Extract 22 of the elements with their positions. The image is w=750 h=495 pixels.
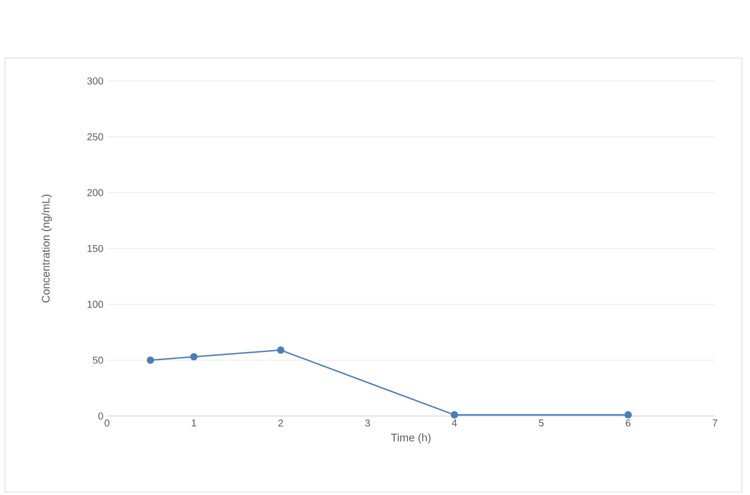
point — [450, 411, 458, 419]
x-tick-label: 2 — [278, 420, 283, 426]
point — [190, 353, 198, 360]
point — [277, 346, 284, 354]
x-tick-label: 0 — [104, 420, 110, 427]
y-tick-label: 250 — [87, 133, 104, 140]
y-tick-label: 0 — [98, 412, 104, 420]
x-axis-title: Time (h) — [391, 433, 431, 444]
x-tick-label: 4 — [452, 420, 457, 426]
y-tick-label: 100 — [88, 300, 104, 308]
x-tick-label: 5 — [538, 420, 544, 426]
x-tick-label: 1 — [192, 420, 196, 426]
y-tick-label: 200 — [87, 189, 104, 196]
x-tick-label: 3 — [365, 420, 370, 427]
y-tick-label: 150 — [88, 244, 104, 252]
x-tick-label: 7 — [712, 420, 718, 426]
y-axis-title: Concentration (ng/mL) — [42, 194, 52, 302]
y-tick-label: 300 — [87, 77, 104, 85]
point — [146, 356, 154, 364]
x-tick-label: 6 — [626, 420, 630, 427]
point — [624, 411, 632, 419]
y-tick-label: 50 — [92, 356, 104, 364]
